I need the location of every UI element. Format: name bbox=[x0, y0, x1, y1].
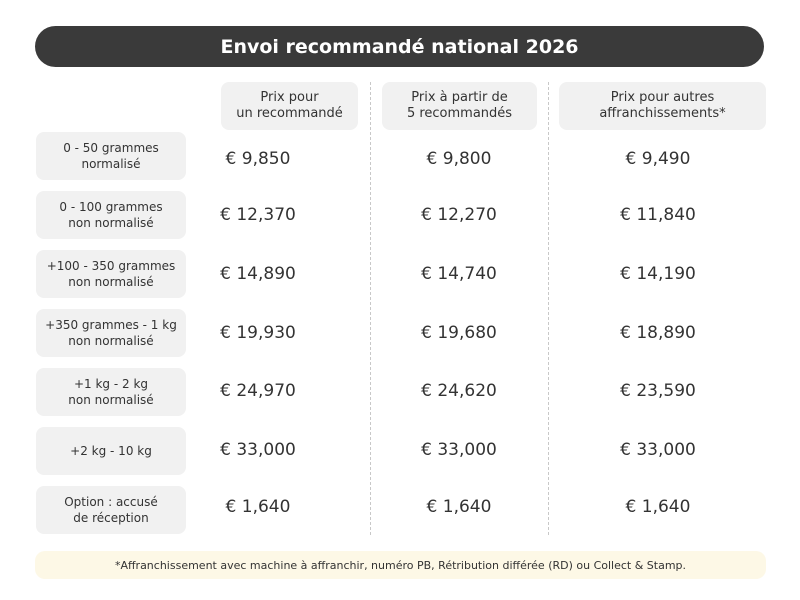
row-label-acknowledgement-option: Option : accusé de réception bbox=[36, 486, 186, 534]
price-cell: € 33,000 bbox=[620, 440, 696, 460]
price-cell: € 24,970 bbox=[220, 381, 296, 401]
row-label-1-2kg: +1 kg - 2 kg non normalisé bbox=[36, 368, 186, 416]
row-label-line: 0 - 100 grammes bbox=[59, 200, 163, 214]
row-label-line: +2 kg - 10 kg bbox=[70, 444, 152, 458]
row-label-line: normalisé bbox=[81, 157, 141, 171]
price-cell: € 9,850 bbox=[225, 149, 291, 169]
column-header-line: un recommandé bbox=[236, 106, 343, 121]
column-divider bbox=[370, 82, 371, 535]
column-header-line: affranchissements* bbox=[599, 106, 726, 121]
column-header-single-price: Prix pour un recommandé bbox=[221, 82, 358, 130]
price-cell: € 1,640 bbox=[426, 497, 492, 517]
price-cell: € 19,930 bbox=[220, 323, 296, 343]
price-cell: € 9,800 bbox=[426, 149, 492, 169]
price-cell: € 33,000 bbox=[220, 440, 296, 460]
price-cell: € 14,190 bbox=[620, 264, 696, 284]
row-label-line: non normalisé bbox=[68, 393, 154, 407]
column-header-line: 5 recommandés bbox=[406, 106, 513, 121]
price-cell: € 9,490 bbox=[625, 149, 691, 169]
price-cell: € 1,640 bbox=[225, 497, 291, 517]
price-cell: € 1,640 bbox=[625, 497, 691, 517]
row-label-2-10kg: +2 kg - 10 kg bbox=[36, 427, 186, 475]
column-header-other-postage-price: Prix pour autres affranchissements* bbox=[559, 82, 766, 130]
column-header-line: Prix pour bbox=[260, 90, 319, 105]
row-label-0-50g: 0 - 50 grammes normalisé bbox=[36, 132, 186, 180]
row-label-line: Option : accusé bbox=[64, 495, 158, 509]
row-label-line: +350 grammes - 1 kg bbox=[45, 318, 177, 332]
price-cell: € 12,370 bbox=[220, 205, 296, 225]
row-label-line: non normalisé bbox=[68, 216, 154, 230]
price-cell: € 14,890 bbox=[220, 264, 296, 284]
row-label-line: non normalisé bbox=[68, 275, 154, 289]
column-divider bbox=[548, 82, 549, 535]
price-cell: € 11,840 bbox=[620, 205, 696, 225]
column-header-line: Prix à partir de bbox=[411, 90, 508, 105]
row-label-line: 0 - 50 grammes bbox=[63, 141, 159, 155]
column-header-bulk-price: Prix à partir de 5 recommandés bbox=[382, 82, 537, 130]
price-cell: € 23,590 bbox=[620, 381, 696, 401]
footnote: *Affranchissement avec machine à affranc… bbox=[35, 551, 766, 579]
row-label-line: +1 kg - 2 kg bbox=[73, 377, 149, 391]
price-cell: € 33,000 bbox=[421, 440, 497, 460]
row-label-line: non normalisé bbox=[68, 334, 154, 348]
row-label-350g-1kg: +350 grammes - 1 kg non normalisé bbox=[36, 309, 186, 357]
price-cell: € 12,270 bbox=[421, 205, 497, 225]
column-header-line: Prix pour autres bbox=[610, 90, 715, 105]
row-label-line: de réception bbox=[73, 511, 149, 525]
price-cell: € 24,620 bbox=[421, 381, 497, 401]
row-label-line: +100 - 350 grammes bbox=[46, 259, 176, 273]
price-cell: € 18,890 bbox=[620, 323, 696, 343]
page-title: Envoi recommandé national 2026 bbox=[35, 26, 764, 67]
row-label-100-350g: +100 - 350 grammes non normalisé bbox=[36, 250, 186, 298]
row-label-0-100g: 0 - 100 grammes non normalisé bbox=[36, 191, 186, 239]
price-cell: € 19,680 bbox=[421, 323, 497, 343]
price-cell: € 14,740 bbox=[421, 264, 497, 284]
